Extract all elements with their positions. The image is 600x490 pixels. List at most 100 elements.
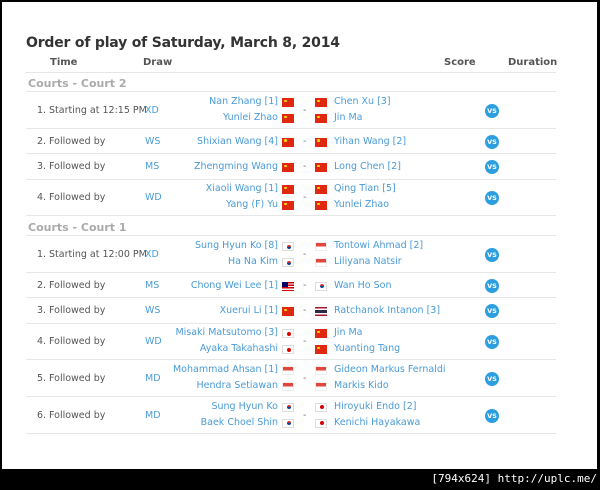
- player-link[interactable]: Xuerui Li [1]: [219, 305, 278, 316]
- player-link[interactable]: Yunlei Zhao: [222, 112, 278, 123]
- player-link[interactable]: Jin Ma: [334, 112, 363, 123]
- vs-button[interactable]: VS: [485, 104, 499, 118]
- event-link[interactable]: WS: [145, 135, 161, 147]
- vs-button[interactable]: VS: [485, 191, 499, 205]
- player-link[interactable]: Zhengming Wang: [193, 161, 278, 172]
- vs-button[interactable]: VS: [485, 335, 499, 349]
- player-link[interactable]: Yuanting Tang: [334, 343, 401, 354]
- flag-my-icon: [282, 281, 294, 291]
- player-link[interactable]: Sung Hyun Ko [8]: [195, 240, 278, 251]
- flag-cn-icon: [282, 163, 294, 172]
- event-link[interactable]: WS: [145, 305, 161, 316]
- player-link[interactable]: Chong Wei Lee [1]: [190, 279, 278, 291]
- flag-id-icon: [282, 365, 294, 375]
- versus-dash: -: [303, 192, 307, 203]
- vs-button[interactable]: VS: [485, 408, 499, 423]
- event-link[interactable]: MD: [145, 409, 161, 421]
- player-link[interactable]: Chen Xu [3]: [334, 96, 391, 107]
- flag-kr-icon: [315, 281, 327, 291]
- player-link[interactable]: Nan Zhang [1]: [209, 96, 278, 107]
- player-link[interactable]: Ayaka Takahashi: [199, 343, 278, 354]
- match-time: Followed by: [49, 409, 106, 421]
- player-link[interactable]: Ha Na Kim: [227, 256, 278, 267]
- match-number: 1.: [37, 249, 47, 260]
- event-link[interactable]: XD: [145, 105, 159, 116]
- versus-dash: -: [303, 135, 307, 147]
- flag-cn-icon: [315, 201, 327, 210]
- flag-kr-icon: [282, 402, 294, 412]
- match-row: 1. Starting at 12:15 PM XD Nan Zhang [1] Yun…: [26, 93, 556, 129]
- header-score: Score: [444, 57, 476, 68]
- match-number: 3.: [37, 305, 47, 316]
- player-link[interactable]: Sung Hyun Ko: [211, 400, 278, 412]
- match-time: Followed by: [49, 336, 106, 347]
- header-draw: Draw: [143, 57, 173, 68]
- vs-button[interactable]: VS: [485, 278, 499, 293]
- match-number: 4.: [37, 192, 47, 203]
- match-time: Followed by: [49, 192, 106, 203]
- player-link[interactable]: Ratchanok Intanon [3]: [334, 305, 441, 316]
- match-time: Starting at 12:15 PM: [49, 105, 147, 116]
- vs-button[interactable]: VS: [485, 134, 499, 149]
- flag-kr-icon: [282, 258, 294, 267]
- vs-button[interactable]: VS: [485, 160, 499, 174]
- flag-cn-icon: [282, 185, 294, 194]
- player-link[interactable]: Yihan Wang [2]: [334, 135, 407, 147]
- vs-button[interactable]: VS: [485, 371, 499, 386]
- player-link[interactable]: Gideon Markus Fernaldi: [334, 363, 446, 375]
- player-link[interactable]: Mohammad Ahsan [1]: [172, 363, 278, 375]
- player-link[interactable]: Misaki Matsutomo [3]: [175, 327, 278, 338]
- player-link[interactable]: Baek Choel Shin: [200, 416, 278, 428]
- player-link[interactable]: Jin Ma: [334, 327, 363, 338]
- event-link[interactable]: MS: [145, 161, 160, 172]
- player-link[interactable]: Kenichi Hayakawa: [334, 416, 421, 428]
- player-link[interactable]: Shixian Wang [4]: [197, 135, 278, 147]
- match-number: 2.: [37, 279, 47, 291]
- versus-dash: -: [303, 409, 307, 421]
- court-header: Courts - Court 2: [28, 77, 127, 90]
- match-row: 6. Followed by MD Sung Hyun Ko Baek Choel Sh…: [26, 397, 556, 434]
- vs-button[interactable]: VS: [485, 248, 499, 262]
- player-link[interactable]: Liliyana Natsir: [334, 256, 402, 267]
- flag-cn-icon: [315, 163, 327, 172]
- player-link[interactable]: Tontowi Ahmad [2]: [334, 240, 424, 251]
- player-link[interactable]: Markis Kido: [334, 379, 389, 391]
- event-link[interactable]: MD: [145, 372, 161, 384]
- versus-dash: -: [303, 161, 307, 172]
- flag-cn-icon: [315, 345, 327, 354]
- match-row: 4. Followed by WD Misaki Matsutomo [3] Ayaka…: [26, 324, 556, 360]
- flag-jp-icon: [315, 402, 327, 412]
- event-link[interactable]: WD: [145, 192, 162, 203]
- header-time: Time: [50, 57, 78, 68]
- flag-cn-icon: [315, 98, 327, 107]
- flag-cn-icon: [315, 114, 327, 123]
- match-row: 1. Starting at 12:00 PM XD Sung Hyun Ko [8]…: [26, 237, 556, 273]
- match-row: 3. Followed by WS Xuerui Li [1] Ratchanok In…: [26, 298, 556, 324]
- event-link[interactable]: XD: [145, 249, 159, 260]
- player-link[interactable]: Qing Tian [5]: [334, 183, 396, 194]
- versus-dash: -: [303, 372, 307, 384]
- match-number: 6.: [37, 409, 47, 421]
- versus-dash: -: [303, 305, 307, 316]
- match-row: 3. Followed by MS Zhengming Wang Long Chen […: [26, 154, 556, 180]
- flag-kr-icon: [282, 242, 294, 251]
- vs-button[interactable]: VS: [485, 304, 499, 318]
- match-time: Followed by: [49, 161, 106, 172]
- player-link[interactable]: Wan Ho Son: [334, 279, 392, 291]
- order-of-play-panel: Order of play of Saturday, March 8, 2014…: [2, 2, 597, 469]
- player-link[interactable]: Yang (F) Yu: [225, 199, 278, 210]
- player-link[interactable]: Long Chen [2]: [334, 161, 402, 172]
- player-link[interactable]: Hiroyuki Endo [2]: [334, 400, 417, 412]
- flag-id-icon: [282, 381, 294, 391]
- match-time: Followed by: [49, 372, 106, 384]
- match-time: Starting at 12:00 PM: [49, 249, 147, 260]
- flag-cn-icon: [282, 98, 294, 107]
- flag-cn-icon: [315, 137, 327, 147]
- player-link[interactable]: Yunlei Zhao: [334, 199, 390, 210]
- player-link[interactable]: Hendra Setiawan: [196, 379, 278, 391]
- event-link[interactable]: WD: [145, 336, 162, 347]
- event-link[interactable]: MS: [145, 279, 160, 291]
- player-link[interactable]: Xiaoli Wang [1]: [205, 183, 278, 194]
- flag-cn-icon: [282, 114, 294, 123]
- divider: [26, 72, 556, 73]
